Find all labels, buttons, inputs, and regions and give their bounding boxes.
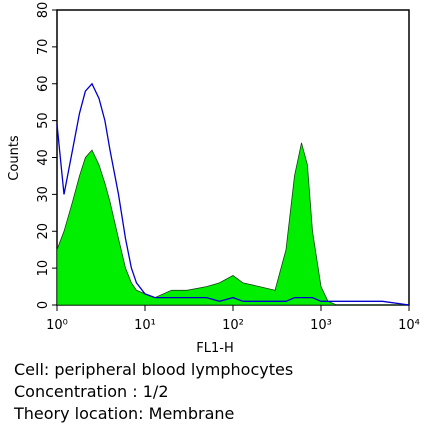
x-tick-label: 10² (222, 318, 244, 333)
x-tick-label: 10⁰ (46, 318, 68, 333)
y-tick-label: 20 (36, 223, 51, 240)
y-tick-label: 80 (36, 2, 51, 19)
y-tick-label: 0 (36, 301, 51, 309)
histogram-line (56, 82, 410, 306)
caption: Concentration : 1/2 (14, 382, 169, 401)
y-tick-label: 70 (36, 39, 51, 56)
x-tick-label: 10³ (310, 318, 332, 333)
x-tick-label: 10⁴ (398, 318, 420, 333)
y-tick-label: 10 (36, 260, 51, 277)
y-tick-label: 60 (36, 75, 51, 92)
caption: Theory location: Membrane (13, 404, 234, 423)
y-tick-label: 50 (36, 112, 51, 129)
y-tick-label: 40 (36, 149, 51, 166)
y-tick-label: 30 (36, 186, 51, 203)
y-axis-label: Counts (7, 135, 22, 181)
x-axis-label: FL1-H (196, 341, 233, 356)
x-tick-label: 10¹ (134, 318, 156, 333)
caption: Cell: peripheral blood lymphocytes (14, 360, 293, 379)
histogram-area (56, 142, 409, 306)
